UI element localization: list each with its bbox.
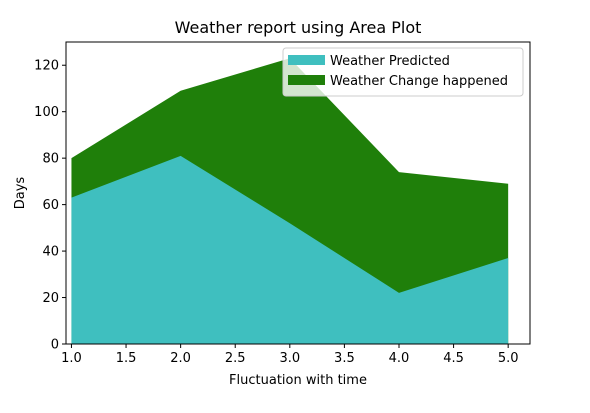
x-axis: 1.0 1.5 2.0 2.5 3.0 3.5 4.0 4.5 5.0 bbox=[61, 344, 519, 366]
legend-label-weather-change-happened: Weather Change happened bbox=[330, 74, 508, 89]
x-tick-label: 1.0 bbox=[61, 351, 82, 366]
plot-area bbox=[71, 58, 509, 345]
y-tick-label: 40 bbox=[42, 245, 59, 260]
legend-swatch-weather-change-happened bbox=[288, 75, 325, 85]
x-tick-label: 5.0 bbox=[498, 351, 519, 366]
y-tick-label: 100 bbox=[34, 105, 59, 120]
chart-title: Weather report using Area Plot bbox=[175, 18, 422, 37]
legend-label-weather-predicted: Weather Predicted bbox=[330, 54, 450, 69]
y-axis: 0 20 40 60 80 100 120 bbox=[34, 59, 66, 353]
legend: Weather Predicted Weather Change happened bbox=[282, 47, 524, 97]
legend-swatch-weather-predicted bbox=[288, 55, 325, 65]
y-tick-label: 20 bbox=[42, 291, 59, 306]
x-tick-label: 3.5 bbox=[334, 351, 355, 366]
x-tick-label: 3.0 bbox=[279, 351, 300, 366]
x-tick-label: 4.0 bbox=[389, 351, 410, 366]
y-tick-label: 0 bbox=[51, 338, 59, 353]
plot-frame bbox=[65, 41, 531, 345]
x-tick-label: 2.5 bbox=[225, 351, 246, 366]
y-tick-label: 60 bbox=[42, 198, 59, 213]
x-tick-label: 4.5 bbox=[443, 351, 464, 366]
x-axis-label: Fluctuation with time bbox=[229, 373, 367, 388]
x-tick-label: 1.5 bbox=[116, 351, 137, 366]
y-axis-label: Days bbox=[13, 177, 28, 210]
legend-box bbox=[282, 47, 524, 97]
area-weather-predicted bbox=[71, 155, 509, 344]
y-tick-label: 80 bbox=[42, 152, 59, 167]
y-tick-label: 120 bbox=[34, 59, 59, 74]
x-tick-label: 2.0 bbox=[170, 351, 191, 366]
